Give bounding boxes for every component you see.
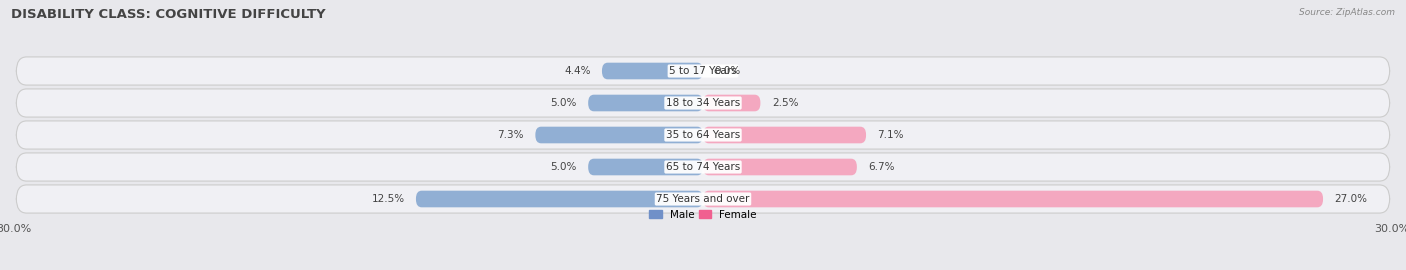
Text: 4.4%: 4.4%	[564, 66, 591, 76]
FancyBboxPatch shape	[17, 121, 1389, 149]
Text: 35 to 64 Years: 35 to 64 Years	[666, 130, 740, 140]
Text: 6.7%: 6.7%	[869, 162, 894, 172]
FancyBboxPatch shape	[588, 95, 703, 111]
Text: 5 to 17 Years: 5 to 17 Years	[669, 66, 737, 76]
Text: DISABILITY CLASS: COGNITIVE DIFFICULTY: DISABILITY CLASS: COGNITIVE DIFFICULTY	[11, 8, 326, 21]
Text: Source: ZipAtlas.com: Source: ZipAtlas.com	[1299, 8, 1395, 17]
Text: 0.0%: 0.0%	[714, 66, 741, 76]
FancyBboxPatch shape	[602, 63, 703, 79]
FancyBboxPatch shape	[17, 89, 1389, 117]
Text: 65 to 74 Years: 65 to 74 Years	[666, 162, 740, 172]
FancyBboxPatch shape	[17, 153, 1389, 181]
FancyBboxPatch shape	[536, 127, 703, 143]
Text: 27.0%: 27.0%	[1334, 194, 1368, 204]
Text: 12.5%: 12.5%	[371, 194, 405, 204]
Text: 18 to 34 Years: 18 to 34 Years	[666, 98, 740, 108]
Text: 2.5%: 2.5%	[772, 98, 799, 108]
Text: 75 Years and over: 75 Years and over	[657, 194, 749, 204]
FancyBboxPatch shape	[703, 191, 1323, 207]
FancyBboxPatch shape	[588, 159, 703, 175]
Text: 7.1%: 7.1%	[877, 130, 904, 140]
Text: 7.3%: 7.3%	[498, 130, 524, 140]
FancyBboxPatch shape	[703, 159, 856, 175]
Text: 5.0%: 5.0%	[550, 162, 576, 172]
Text: 5.0%: 5.0%	[550, 98, 576, 108]
FancyBboxPatch shape	[416, 191, 703, 207]
Legend: Male, Female: Male, Female	[650, 210, 756, 220]
FancyBboxPatch shape	[703, 95, 761, 111]
FancyBboxPatch shape	[17, 185, 1389, 213]
FancyBboxPatch shape	[17, 57, 1389, 85]
FancyBboxPatch shape	[703, 127, 866, 143]
